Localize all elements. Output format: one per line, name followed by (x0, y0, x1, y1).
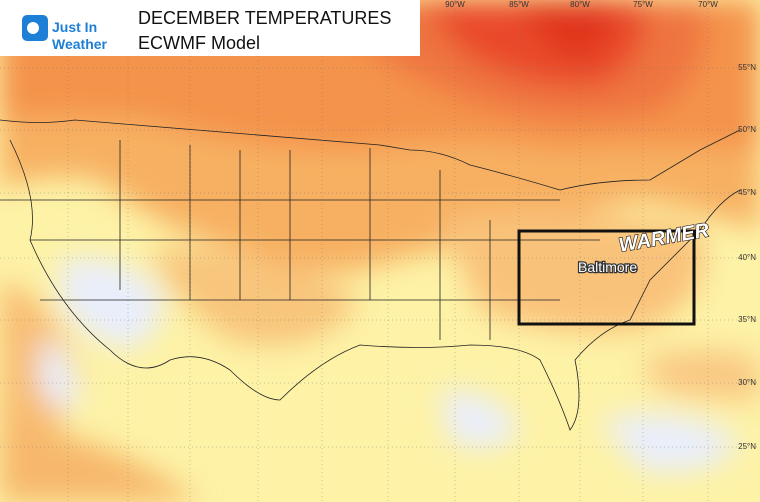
boundaries (0, 119, 741, 431)
logo-text: Just In (52, 19, 97, 35)
latitude-label: 25°N (738, 442, 756, 451)
longitude-label: 75°W (633, 0, 653, 9)
longitude-label: 80°W (570, 0, 590, 9)
title-box (132, 0, 420, 56)
city-label: Baltimore (578, 259, 637, 275)
highlight-box (517, 229, 696, 326)
latitude-labels: 55°N 50°N 45°N 40°N 35°N 30°N 25°N (738, 63, 756, 451)
latitude-label: 35°N (738, 315, 756, 324)
logo-cloud (27, 22, 39, 34)
latitude-label: 55°N (738, 63, 756, 72)
latitude-label: 45°N (738, 188, 756, 197)
logo-text: Weather (52, 36, 108, 52)
longitude-label: 85°W (509, 0, 529, 9)
latitude-label: 40°N (738, 253, 756, 262)
latitude-label: 30°N (738, 378, 756, 387)
longitude-label: 70°W (698, 0, 718, 9)
subtitle: ECWMF Model (138, 33, 260, 53)
latitude-label: 50°N (738, 125, 756, 134)
title: DECEMBER TEMPERATURES (138, 8, 391, 28)
longitude-label: 90°W (445, 0, 465, 9)
